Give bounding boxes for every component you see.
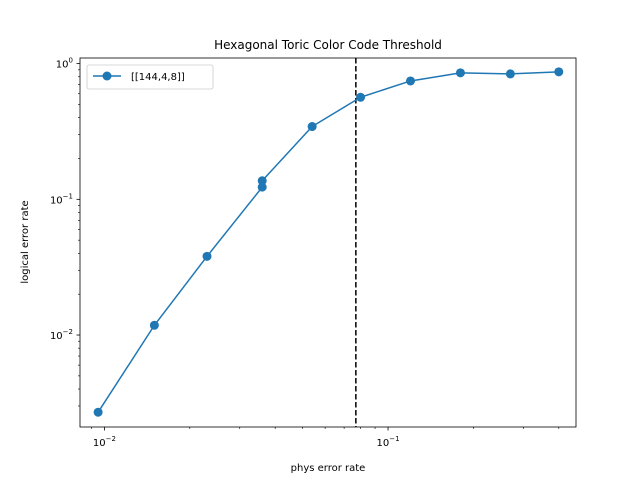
data-point <box>356 92 366 102</box>
y-tick-label-exponent: −1 <box>63 192 73 200</box>
y-tick-label: 100 <box>56 57 73 71</box>
data-point <box>405 76 415 86</box>
x-tick-label-base: 10 <box>377 438 390 449</box>
x-tick-label: 10−2 <box>93 435 116 449</box>
plot-area <box>80 58 576 427</box>
data-point <box>257 182 267 192</box>
legend-label: [[144,4,8]] <box>131 72 185 83</box>
y-tick-label: 10−1 <box>50 192 73 206</box>
legend-point-marker <box>102 71 112 81</box>
data-point <box>455 68 465 78</box>
chart-title: Hexagonal Toric Color Code Threshold <box>214 38 442 52</box>
y-axis-label: logical error rate <box>20 200 31 283</box>
x-tick-label-base: 10 <box>93 438 106 449</box>
y-tick-label-base: 10 <box>50 195 63 206</box>
x-tick-label-exponent: −2 <box>106 435 116 443</box>
data-point <box>505 69 515 79</box>
legend: [[144,4,8]] <box>86 64 214 90</box>
x-tick-label-exponent: −1 <box>389 435 399 443</box>
plot-frame <box>79 57 577 428</box>
data-point <box>554 67 564 77</box>
data-point <box>149 320 159 330</box>
y-tick-label-exponent: −2 <box>63 328 73 336</box>
legend-box <box>86 64 214 90</box>
y-tick-label-exponent: 0 <box>69 57 73 65</box>
x-tick-label: 10−1 <box>377 435 400 449</box>
data-point <box>202 251 212 261</box>
y-tick-label-base: 10 <box>56 60 69 71</box>
x-ticks: 10−2 10−1 <box>91 427 560 449</box>
data-point <box>307 122 317 132</box>
series-group <box>93 67 564 417</box>
x-axis-label: phys error rate <box>291 463 366 474</box>
y-tick-label-base: 10 <box>50 331 63 342</box>
data-point <box>93 407 103 417</box>
y-tick-label: 10−2 <box>50 328 73 342</box>
data-point <box>257 176 267 186</box>
